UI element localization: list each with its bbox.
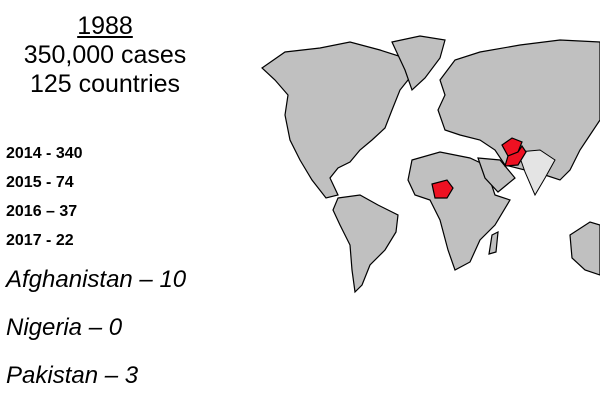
australia [569, 221, 600, 276]
india [517, 149, 556, 197]
country-case-nigeria: Nigeria – 0 [6, 314, 123, 341]
afghanistan [501, 137, 523, 157]
madagascar [488, 230, 499, 255]
arabia [477, 157, 516, 193]
year-heading: 1988 [77, 12, 133, 40]
year-case-2016: 2016 – 37 [6, 203, 78, 220]
country-case-pakistan: Pakistan – 3 [6, 362, 139, 389]
pakistan [504, 144, 527, 167]
cases-count: 350,000 cases [23, 41, 187, 69]
north-america [261, 41, 413, 199]
greenland [391, 35, 446, 92]
eurasia [437, 39, 600, 192]
africa [407, 151, 511, 271]
year-case-2015: 2015 - 74 [6, 174, 74, 191]
year-case-2014: 2014 - 340 [6, 145, 83, 162]
country-case-afghanistan: Afghanistan – 10 [6, 266, 187, 293]
south-america [332, 194, 399, 294]
nigeria [431, 179, 454, 199]
countries-count: 125 countries [29, 70, 181, 98]
year-case-2017: 2017 - 22 [6, 232, 74, 249]
